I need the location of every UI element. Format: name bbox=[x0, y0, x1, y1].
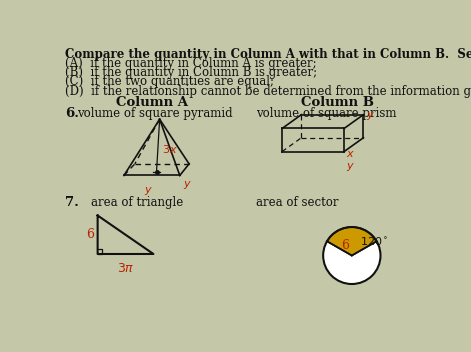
Text: $x$: $x$ bbox=[346, 149, 355, 159]
Text: $y$: $y$ bbox=[366, 110, 375, 122]
Text: area of triangle: area of triangle bbox=[91, 196, 184, 209]
Text: $y$: $y$ bbox=[183, 178, 192, 190]
Text: area of sector: area of sector bbox=[257, 196, 339, 209]
Text: Column B: Column B bbox=[301, 96, 374, 109]
Text: 6: 6 bbox=[86, 228, 94, 241]
Wedge shape bbox=[327, 227, 377, 256]
Text: 6.: 6. bbox=[65, 107, 79, 120]
Text: 6: 6 bbox=[341, 239, 349, 252]
Text: 7.: 7. bbox=[65, 196, 79, 209]
Text: $3x$: $3x$ bbox=[162, 143, 178, 155]
Text: (A)  if the quantity in Column A is greater;: (A) if the quantity in Column A is great… bbox=[65, 57, 317, 70]
Text: volume of square pyramid: volume of square pyramid bbox=[77, 107, 233, 120]
Text: (B)  if the quantity in Column B is greater;: (B) if the quantity in Column B is great… bbox=[65, 66, 317, 79]
Text: $120^\circ$: $120^\circ$ bbox=[359, 236, 388, 248]
Text: (C)  if the two quantities are equal;: (C) if the two quantities are equal; bbox=[65, 75, 274, 88]
Circle shape bbox=[323, 227, 381, 284]
Text: volume of square prism: volume of square prism bbox=[257, 107, 397, 120]
Text: $y$: $y$ bbox=[346, 161, 355, 173]
Text: Column A: Column A bbox=[116, 96, 188, 109]
Text: $y$: $y$ bbox=[144, 186, 153, 197]
Text: (D)  if the relationship cannot be determined from the information given: (D) if the relationship cannot be determ… bbox=[65, 84, 471, 98]
Text: $3\pi$: $3\pi$ bbox=[117, 262, 134, 275]
Text: Compare the quantity in Column A with that in Column B.  Select:: Compare the quantity in Column A with th… bbox=[65, 48, 471, 61]
